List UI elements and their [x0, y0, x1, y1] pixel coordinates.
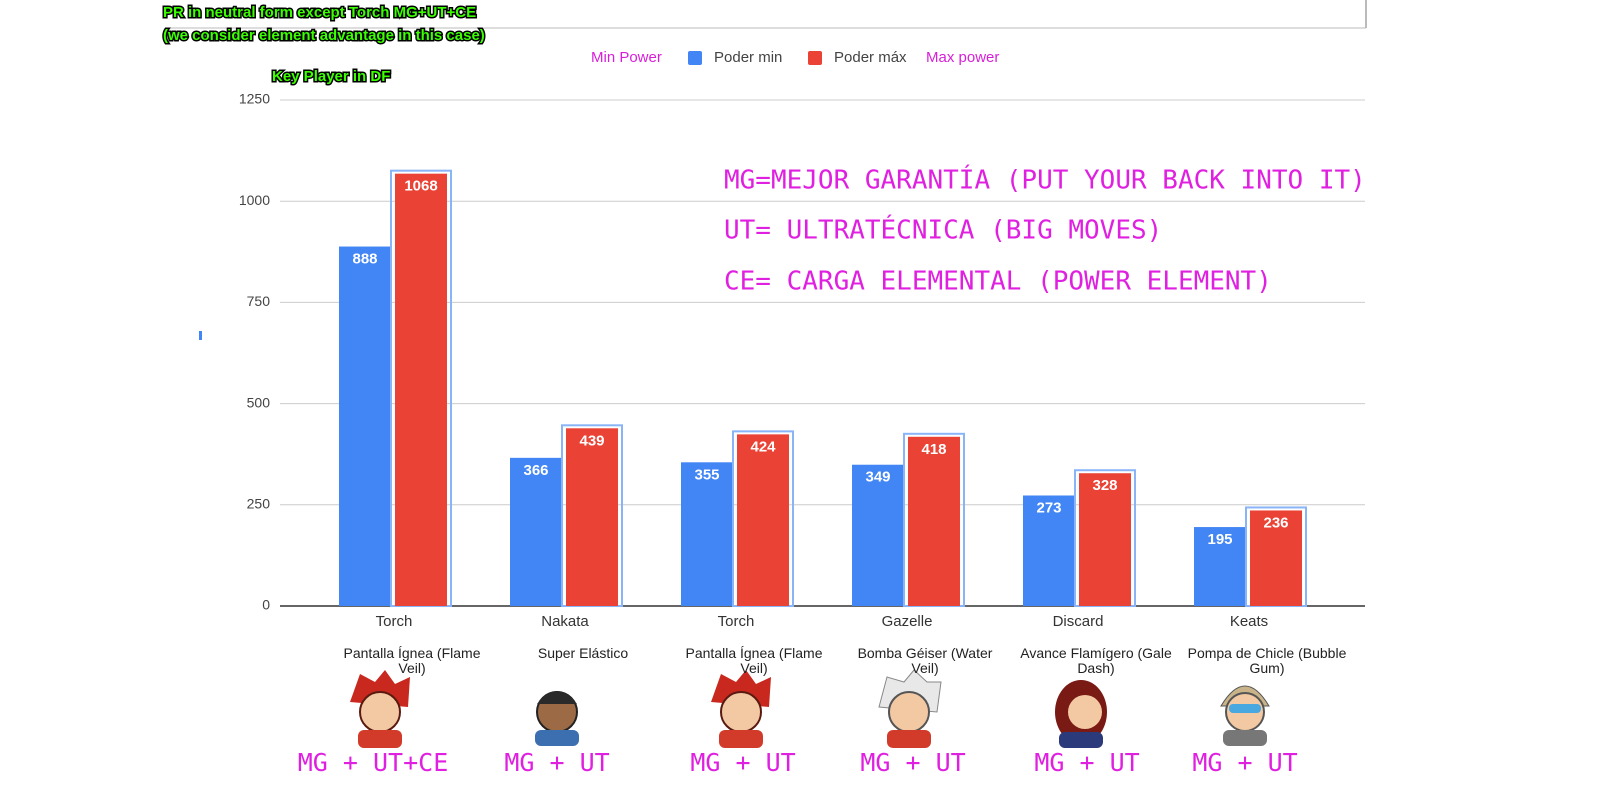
annotation: CE= CARGA ELEMENTAL (POWER ELEMENT)	[724, 267, 1272, 297]
legend-annotation: Min Power	[591, 49, 662, 66]
marker	[199, 331, 202, 340]
boost-label: MG + UT	[690, 748, 795, 777]
x-subcategory: Pompa de Chicle (Bubble Gum)	[1187, 645, 1347, 676]
legend-label: Poder min	[714, 49, 782, 66]
data-label: 273	[1036, 499, 1061, 516]
y-tick-label: 750	[247, 293, 271, 309]
data-label: 418	[921, 441, 946, 458]
x-tick-label: Discard	[1053, 613, 1104, 630]
y-tick-label: 0	[262, 597, 270, 613]
x-subcategory: Bomba Géiser (Water Veil)	[857, 645, 993, 676]
y-tick-label: 250	[247, 496, 271, 512]
data-label: 236	[1263, 514, 1288, 531]
bar	[566, 428, 618, 606]
data-label: 1068	[404, 178, 437, 195]
x-tick-label: Torch	[718, 613, 755, 630]
annotation: UT= ULTRATÉCNICA (BIG MOVES)	[724, 214, 1162, 246]
avatar	[350, 670, 410, 748]
legend-annotation: Max power	[926, 49, 999, 66]
y-tick-label: 1000	[239, 192, 270, 208]
x-subcategory: Avance Flamígero (Gale Dash)	[1020, 645, 1172, 676]
annotation: MG=MEJOR GARANTÍA (PUT YOUR BACK INTO IT…	[724, 164, 1366, 196]
legend-label: Poder máx	[834, 49, 907, 66]
data-label: 355	[694, 466, 719, 483]
data-label: 366	[523, 462, 548, 479]
bar	[510, 457, 562, 606]
data-label: 888	[352, 251, 377, 268]
avatar	[1220, 685, 1270, 746]
bar	[1194, 527, 1246, 606]
data-label: 195	[1207, 531, 1232, 548]
note: PR in neutral form except Torch MG+UT+CE	[163, 4, 476, 21]
boost-label: MG + UT	[860, 748, 965, 777]
x-tick-label: Nakata	[541, 613, 589, 630]
data-label: 424	[750, 438, 776, 455]
avatar	[1055, 680, 1107, 748]
note: (we consider element advantage in this c…	[163, 27, 485, 44]
avatar	[878, 669, 942, 748]
x-subcategory: Pantalla Ígnea (Flame Veil)	[685, 645, 823, 676]
x-subcategory: Super Elástico	[537, 645, 629, 661]
avatar	[711, 670, 771, 748]
x-subcategory: Pantalla Ígnea (Flame Veil)	[343, 645, 481, 676]
x-tick-label: Keats	[1230, 613, 1268, 630]
data-label: 349	[865, 469, 890, 486]
bar	[1079, 473, 1131, 606]
bar	[1250, 510, 1302, 606]
bar	[737, 434, 789, 606]
y-tick-label: 500	[247, 394, 271, 410]
boost-label: MG + UT+CE	[298, 748, 449, 777]
bar	[852, 464, 904, 606]
note: Key Player in DF	[272, 68, 390, 85]
y-tick-label: 1250	[239, 91, 270, 107]
x-tick-label: Torch	[376, 613, 413, 630]
boost-label: MG + UT	[504, 748, 609, 777]
data-label: 328	[1092, 477, 1117, 494]
data-label: 439	[579, 432, 604, 449]
bar	[1023, 495, 1075, 606]
boost-label: MG + UT	[1034, 748, 1139, 777]
avatars	[350, 669, 1270, 748]
legend-swatch	[808, 51, 822, 65]
bar	[908, 436, 960, 606]
avatar	[535, 691, 579, 746]
bar	[395, 173, 447, 607]
boost-label: MG + UT	[1192, 748, 1297, 777]
bar	[339, 246, 391, 606]
legend-swatch	[688, 51, 702, 65]
x-tick-label: Gazelle	[882, 613, 933, 630]
bar	[681, 462, 733, 606]
